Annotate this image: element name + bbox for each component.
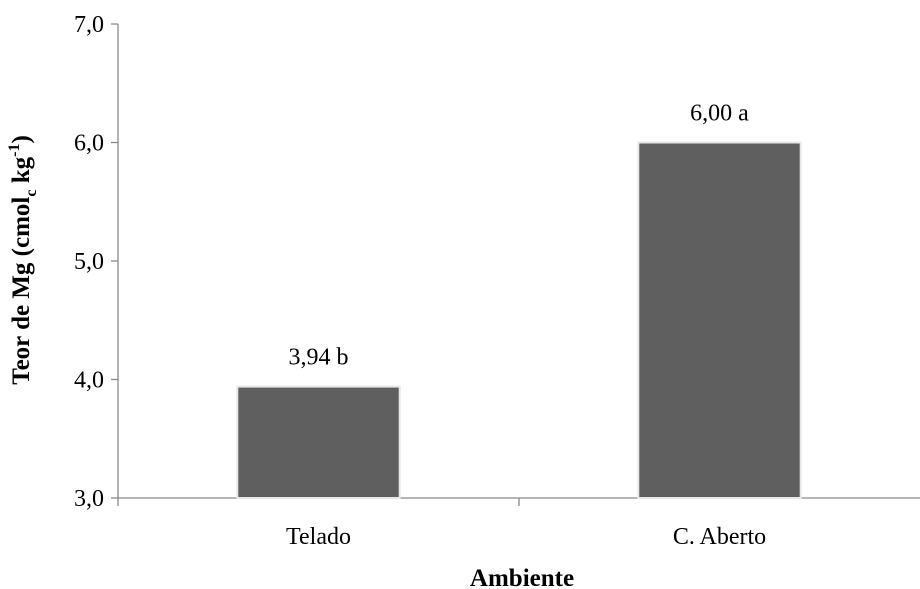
bar-data-label: 6,00 a — [690, 101, 749, 127]
y-axis-title-superscript: -1 — [6, 144, 23, 157]
y-axis: 3,0 4,0 5,0 6,0 7,0 — [74, 12, 119, 512]
y-axis-title-subscript: c — [23, 190, 40, 197]
y-axis-title: Teor de Mg (cmolc kg-1) — [6, 135, 40, 385]
bars — [236, 141, 802, 499]
y-tick-label: 7,0 — [74, 12, 104, 38]
y-tick-label: 3,0 — [74, 486, 104, 512]
y-tick-label: 5,0 — [74, 249, 104, 275]
y-axis-title-end: ) — [8, 135, 35, 143]
bar — [637, 141, 802, 499]
bar — [236, 385, 401, 499]
data-labels: 3,94 b 6,00 a — [289, 101, 750, 371]
y-axis-title-middle: kg — [8, 156, 35, 189]
y-tick-label: 6,0 — [74, 131, 104, 157]
x-axis: Telado C. Aberto — [117, 497, 920, 550]
y-axis-title-main: Teor de Mg (cmol — [8, 197, 35, 385]
x-tick-label: C. Aberto — [673, 524, 766, 550]
y-tick-label: 4,0 — [74, 368, 104, 394]
x-tick-label: Telado — [286, 524, 351, 550]
x-axis-title: Ambiente — [470, 565, 574, 589]
bar-data-label: 3,94 b — [289, 345, 349, 371]
